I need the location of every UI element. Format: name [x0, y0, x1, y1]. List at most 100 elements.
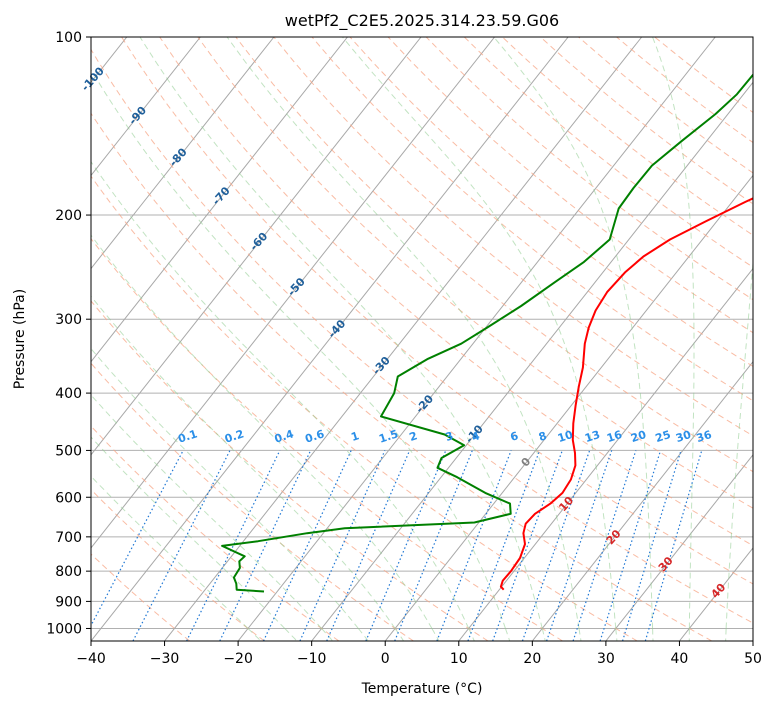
- dry-adiabat: [91, 175, 638, 641]
- moist-adiabat: [342, 37, 618, 641]
- x-tick-label: 50: [744, 651, 762, 667]
- dry-adiabat: [121, 37, 753, 585]
- moist-adiabat: [725, 256, 753, 641]
- plot-frame: [90, 36, 754, 642]
- y-axis: 100 200 300 400 500 600 700 800 900 1000: [46, 30, 91, 637]
- y-tick-label: 800: [55, 564, 82, 580]
- temperature-profile-line: [499, 197, 753, 591]
- dry-adiabat: [235, 37, 753, 473]
- x-tick-label: −40: [76, 651, 106, 667]
- isotherm-line: [164, 37, 643, 641]
- moist-adiabat: [91, 68, 511, 641]
- mixing-ratio-label: 30: [674, 428, 693, 445]
- isotherm-line: [605, 453, 753, 641]
- dry-adiabat: [91, 237, 563, 641]
- y-tick-label: 700: [55, 530, 82, 546]
- moist-adiabat: [493, 37, 654, 641]
- y-tick-label: 1000: [46, 621, 82, 637]
- grid-lines: [91, 37, 753, 641]
- moist-adiabat: [91, 475, 262, 641]
- isotherm-line: [384, 174, 753, 641]
- mixing-ratio-line: [546, 450, 613, 641]
- y-tick-label: 900: [55, 594, 82, 610]
- y-axis-title: Pressure (hPa): [12, 289, 28, 389]
- isotherm-line: [91, 37, 569, 641]
- isotherm-line: [91, 37, 275, 270]
- moist-adiabat: [226, 37, 582, 641]
- y-tick-label: 100: [55, 30, 82, 46]
- dry-adiabat: [197, 37, 753, 509]
- moist-adiabat: [91, 234, 440, 641]
- isotherm-line: [531, 360, 753, 641]
- moist-adiabat: [91, 295, 405, 641]
- isotherm-line: [91, 37, 348, 363]
- mixing-ratio-label: 13: [583, 428, 602, 445]
- mixing-ratio-line: [365, 450, 447, 641]
- dry-adiabat: [91, 300, 489, 641]
- x-tick-label: 0: [381, 651, 390, 667]
- mixing-ratio-line: [299, 450, 386, 641]
- mixing-ratio-line: [492, 450, 563, 641]
- x-tick-label: 30: [597, 651, 615, 667]
- x-tick-label: 10: [450, 651, 468, 667]
- mixing-ratio-label: 4: [470, 429, 482, 444]
- mixing-ratio-label: 0.1: [176, 427, 199, 445]
- dry-adiabat: [273, 37, 753, 437]
- mixing-ratio-label: 8: [537, 429, 548, 444]
- dry-adiabat: [91, 48, 753, 624]
- mixing-ratio-line: [644, 450, 703, 641]
- mixing-ratio-line: [326, 450, 411, 641]
- x-tick-label: −20: [223, 651, 253, 667]
- mixing-ratio-label: 20: [629, 428, 648, 445]
- mixing-ratio-label: 25: [654, 428, 673, 445]
- mixing-ratio-label: 1.5: [377, 427, 400, 445]
- mixing-ratio-label: 10: [556, 428, 575, 445]
- x-tick-label: 20: [523, 651, 541, 667]
- moist-adiabat: [91, 436, 298, 641]
- x-tick-label: 40: [671, 651, 689, 667]
- mixing-ratio-label: 0.2: [223, 427, 246, 445]
- y-tick-label: 200: [55, 208, 82, 224]
- mixing-ratio-line: [572, 450, 637, 641]
- x-axis: −40 −30 −20 −10 0 10 20 30 40 50: [76, 641, 762, 667]
- y-tick-label: 400: [55, 386, 82, 402]
- sounding-profiles: [221, 73, 753, 593]
- isotherm-line: [458, 267, 753, 641]
- mixing-ratio-line: [621, 450, 682, 641]
- mixing-ratio-label: 16: [605, 428, 624, 445]
- mixing-ratio-label: 1: [349, 429, 360, 444]
- mixing-ratio-line: [521, 450, 591, 641]
- mixing-ratio-label: 2: [408, 429, 419, 444]
- x-tick-label: −30: [150, 651, 180, 667]
- dry-adiabat: [159, 37, 753, 547]
- mixing-ratio-label: 0.6: [303, 427, 326, 445]
- mixing-ratio-line: [599, 450, 662, 641]
- mixing-ratio-label: 36: [695, 428, 714, 445]
- mixing-ratio-lines: [91, 450, 703, 641]
- mixing-ratio-label: 6: [509, 429, 521, 444]
- moist-adiabat: [652, 37, 695, 641]
- chart-title: wetPf2_C2E5.2025.314.23.59.G06: [285, 11, 559, 31]
- dry-adiabat: [349, 37, 753, 367]
- y-tick-label: 500: [55, 443, 82, 459]
- y-tick-label: 600: [55, 490, 82, 506]
- mixing-ratio-label: 3: [444, 429, 455, 444]
- x-axis-title: Temperature (°C): [361, 681, 483, 697]
- isotherm-line: [91, 37, 201, 177]
- dry-adiabat: [91, 425, 340, 641]
- moist-adiabat: [139, 37, 546, 641]
- dewpoint-profile-line: [221, 73, 753, 593]
- moist-adiabat: [91, 347, 369, 641]
- isotherm-line: [237, 37, 716, 641]
- dry-adiabat: [91, 112, 713, 641]
- dry-adiabat: [91, 362, 414, 641]
- moist-adiabat: [91, 160, 475, 641]
- dry-adiabat: [311, 37, 753, 402]
- mixing-ratio-line: [262, 450, 352, 641]
- mixing-ratio-label: 0.4: [273, 427, 296, 445]
- isotherm-line: [91, 37, 495, 549]
- dry-adiabat: [91, 553, 191, 641]
- adiabat-lines: [91, 37, 753, 641]
- mixing-ratio-labels: 0.1 0.2 0.4 0.6 1 1.5 2 3 4 6 8 10 13 16 20 25 30 36: [176, 427, 713, 445]
